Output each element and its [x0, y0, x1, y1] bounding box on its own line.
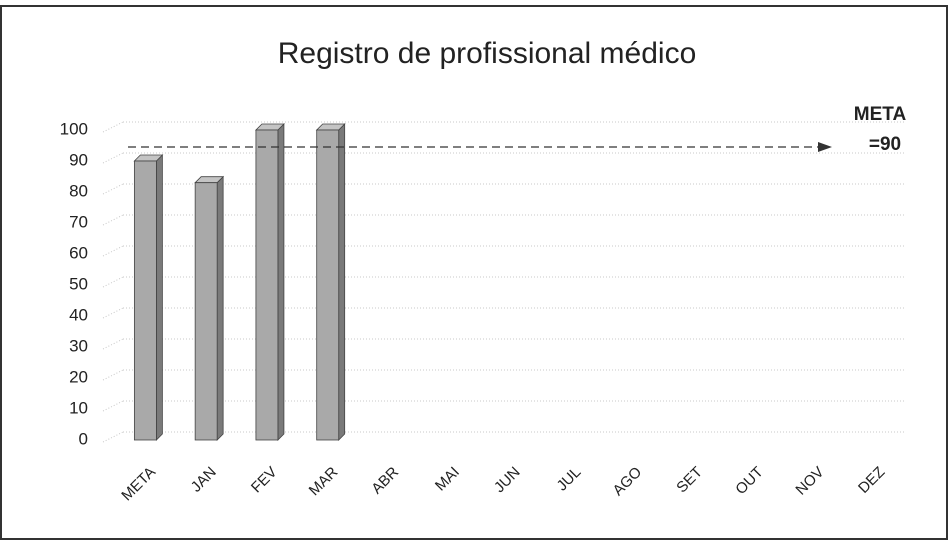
y-tick-label: 50 — [69, 274, 88, 293]
bar-side — [338, 123, 346, 441]
annotation: =90 — [869, 134, 901, 155]
chart-title: Registro de profissional médico — [278, 37, 697, 70]
bar-side — [216, 175, 224, 441]
target-arrow — [818, 142, 832, 152]
y-tick-label: 60 — [69, 243, 88, 262]
bar — [316, 129, 340, 441]
grid-line — [102, 307, 124, 319]
y-tick-label: 30 — [69, 336, 88, 355]
bar — [194, 182, 218, 441]
bar-side — [277, 123, 285, 441]
y-tick-label: 80 — [69, 181, 88, 200]
grid-line — [102, 431, 124, 443]
grid-line — [102, 214, 124, 226]
grid-line — [102, 152, 124, 164]
grid-line — [102, 276, 124, 288]
bar-side — [155, 154, 163, 441]
grid-line — [102, 369, 124, 381]
y-tick-label: 0 — [79, 429, 88, 448]
y-tick-label: 90 — [69, 150, 88, 169]
grid-line — [102, 121, 124, 133]
y-tick-label: 20 — [69, 367, 88, 386]
grid-line — [102, 245, 124, 257]
y-tick-label: 100 — [60, 119, 88, 138]
y-tick-label: 10 — [69, 398, 88, 417]
grid-line — [102, 400, 124, 412]
y-tick-label: 40 — [69, 305, 88, 324]
grid-line — [102, 338, 124, 350]
bar — [133, 160, 157, 441]
grid-line — [102, 183, 124, 195]
bar — [255, 129, 279, 441]
y-tick-label: 70 — [69, 212, 88, 231]
annotation: META — [854, 104, 907, 125]
